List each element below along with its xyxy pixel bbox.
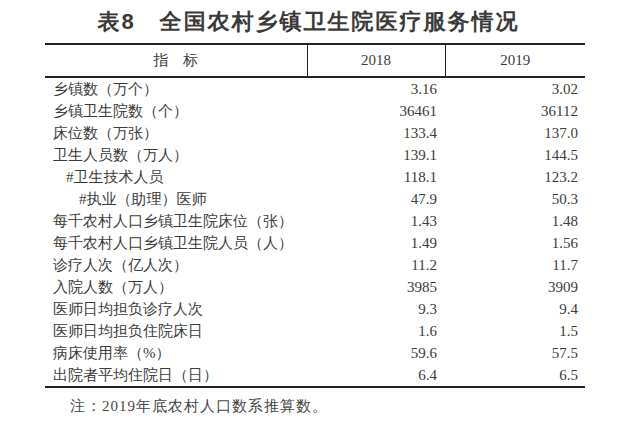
value-2018-cell: 3985	[307, 276, 445, 298]
value-2019-cell: 50.3	[445, 188, 585, 210]
value-2018-cell: 1.6	[307, 320, 445, 342]
indicator-cell: 卫生人员数（万人）	[45, 144, 307, 166]
table-row: 卫生人员数（万人）139.1144.5	[45, 144, 585, 166]
value-2018-cell: 47.9	[307, 188, 445, 210]
table-row: 每千农村人口乡镇卫生院人员（人）1.491.56	[45, 232, 585, 254]
indicator-cell: 每千农村人口乡镇卫生院床位（张）	[45, 210, 307, 232]
header-row: 指 标 2018 2019	[45, 44, 585, 77]
table-row: 床位数（万张）133.4137.0	[45, 122, 585, 144]
value-2019-cell: 144.5	[445, 144, 585, 166]
data-table: 指 标 2018 2019 乡镇数（万个）3.163.02乡镇卫生院数（个）36…	[45, 43, 585, 388]
value-2019-cell: 57.5	[445, 342, 585, 364]
value-2019-cell: 3.02	[445, 77, 585, 100]
indicator-cell: 医师日均担负住院床日	[45, 320, 307, 342]
value-2019-cell: 1.5	[445, 320, 585, 342]
value-2019-cell: 1.56	[445, 232, 585, 254]
value-2019-cell: 11.7	[445, 254, 585, 276]
value-2019-cell: 6.5	[445, 364, 585, 387]
indicator-cell: #执业（助理）医师	[45, 188, 307, 210]
indicator-cell: 病床使用率（%）	[45, 342, 307, 364]
indicator-cell: 诊疗人次（亿人次）	[45, 254, 307, 276]
table-row: 医师日均担负诊疗人次9.39.4	[45, 298, 585, 320]
value-2018-cell: 59.6	[307, 342, 445, 364]
table-row: 诊疗人次（亿人次）11.211.7	[45, 254, 585, 276]
table-row: #卫生技术人员118.1123.2	[45, 166, 585, 188]
value-2018-cell: 6.4	[307, 364, 445, 387]
value-2018-cell: 118.1	[307, 166, 445, 188]
value-2019-cell: 137.0	[445, 122, 585, 144]
table-row: 医师日均担负住院床日1.61.5	[45, 320, 585, 342]
table-row: #执业（助理）医师47.950.3	[45, 188, 585, 210]
table-title: 表8 全国农村乡镇卫生院医疗服务情况	[0, 7, 617, 37]
indicator-cell: 医师日均担负诊疗人次	[45, 298, 307, 320]
indicator-cell: 入院人数（万人）	[45, 276, 307, 298]
indicator-cell: 每千农村人口乡镇卫生院人员（人）	[45, 232, 307, 254]
col-header-indicator: 指 标	[45, 44, 307, 77]
value-2018-cell: 9.3	[307, 298, 445, 320]
col-header-2018: 2018	[307, 44, 445, 77]
table-row: 病床使用率（%）59.657.5	[45, 342, 585, 364]
table-row: 每千农村人口乡镇卫生院床位（张）1.431.48	[45, 210, 585, 232]
value-2019-cell: 1.48	[445, 210, 585, 232]
value-2019-cell: 9.4	[445, 298, 585, 320]
value-2019-cell: 3909	[445, 276, 585, 298]
table-row: 出院者平均住院日（日）6.46.5	[45, 364, 585, 387]
value-2018-cell: 36461	[307, 100, 445, 122]
value-2018-cell: 139.1	[307, 144, 445, 166]
table-row: 乡镇卫生院数（个）3646136112	[45, 100, 585, 122]
table-note: 注：2019年底农村人口数系推算数。	[70, 397, 328, 416]
value-2018-cell: 133.4	[307, 122, 445, 144]
col-header-2019: 2019	[445, 44, 585, 77]
table-row: 乡镇数（万个）3.163.02	[45, 77, 585, 100]
value-2019-cell: 123.2	[445, 166, 585, 188]
statistical-bulletin-table: 表8 全国农村乡镇卫生院医疗服务情况 指 标 2018 2019 乡镇数（万个）…	[0, 0, 617, 425]
indicator-cell: 乡镇卫生院数（个）	[45, 100, 307, 122]
indicator-cell: 出院者平均住院日（日）	[45, 364, 307, 387]
value-2018-cell: 11.2	[307, 254, 445, 276]
table-row: 入院人数（万人）39853909	[45, 276, 585, 298]
value-2018-cell: 1.43	[307, 210, 445, 232]
value-2019-cell: 36112	[445, 100, 585, 122]
indicator-cell: #卫生技术人员	[45, 166, 307, 188]
value-2018-cell: 1.49	[307, 232, 445, 254]
value-2018-cell: 3.16	[307, 77, 445, 100]
indicator-cell: 床位数（万张）	[45, 122, 307, 144]
indicator-cell: 乡镇数（万个）	[45, 77, 307, 100]
table-body: 乡镇数（万个）3.163.02乡镇卫生院数（个）3646136112床位数（万张…	[45, 77, 585, 387]
